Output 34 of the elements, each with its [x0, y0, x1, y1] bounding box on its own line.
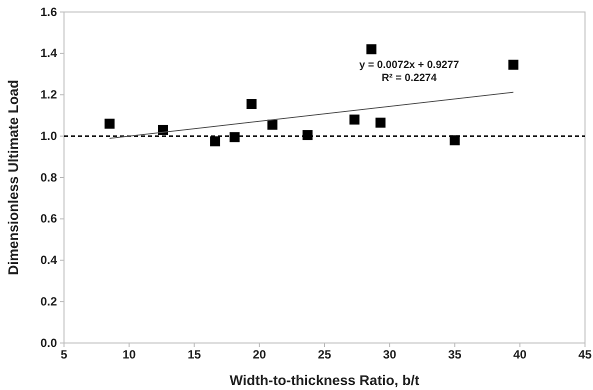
- x-tick-label: 15: [188, 348, 202, 362]
- y-tick-label: 0.4: [40, 253, 58, 268]
- point: [450, 135, 460, 146]
- point: [267, 120, 278, 130]
- x-tick-label: 35: [448, 348, 462, 362]
- point: [349, 114, 360, 125]
- y-tick-label: 1.2: [40, 88, 58, 102]
- y-tick-label: 0.6: [40, 212, 58, 226]
- annotation: R² = 0.2274: [382, 72, 437, 84]
- y-tick-label: 0.2: [40, 294, 58, 308]
- point: [302, 130, 313, 140]
- point: [366, 44, 376, 54]
- y-axis-title: Dimensionless Ultimate Load: [5, 80, 21, 276]
- point: [210, 136, 220, 146]
- x-tick-label: 40: [513, 348, 527, 362]
- x-axis-title: Width-to-thickness Ratio, b/t: [230, 372, 420, 388]
- point: [376, 118, 386, 128]
- point: [230, 132, 240, 142]
- x-tick-label: 25: [318, 348, 332, 362]
- y-tick-label: 0.8: [40, 170, 58, 184]
- y-tick-label: 1.6: [40, 4, 58, 19]
- point: [508, 60, 518, 70]
- annotation: y = 0.0072x + 0.9277: [359, 58, 460, 71]
- point: [158, 124, 168, 135]
- y-tick-label: 1.0: [40, 128, 58, 143]
- x-tick-label: 45: [578, 348, 592, 362]
- x-tick-label: 5: [60, 348, 68, 362]
- point: [246, 99, 257, 110]
- point: [104, 118, 115, 129]
- y-tick-label: 0.0: [40, 336, 58, 350]
- y-tick-label: 1.4: [40, 46, 58, 60]
- x-tick-label: 30: [382, 348, 397, 362]
- x-tick-label: 10: [122, 348, 136, 362]
- x-tick-label: 20: [252, 348, 266, 362]
